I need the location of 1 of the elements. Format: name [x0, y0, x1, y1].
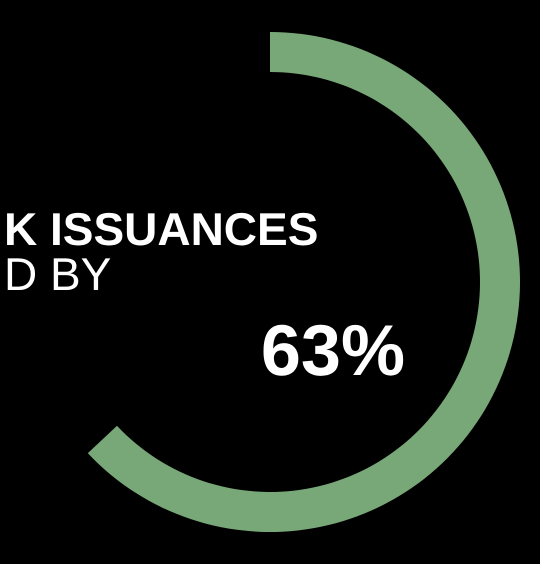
- data-label: 63%: [260, 311, 405, 391]
